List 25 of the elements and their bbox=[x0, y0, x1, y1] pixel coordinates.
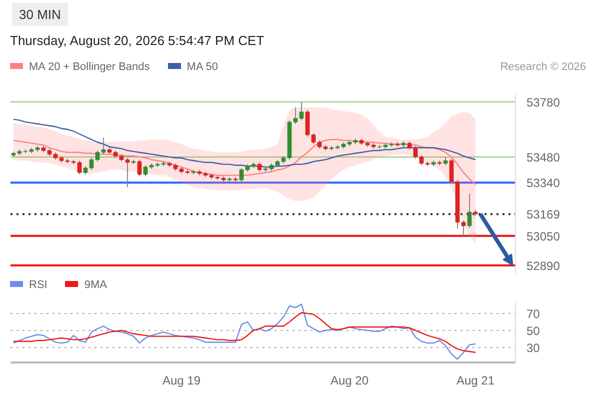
y-tick-label: 53340 bbox=[526, 176, 560, 190]
y-tick-label: 53169 bbox=[526, 208, 560, 222]
text: Research © 2026 bbox=[500, 60, 586, 75]
legend-label: MA 50 bbox=[186, 61, 218, 73]
candlestick bbox=[467, 193, 472, 228]
x-tick-label: Aug 20 bbox=[330, 374, 369, 388]
y-tick-label: 53780 bbox=[526, 95, 560, 110]
x-tick-label: Aug 19 bbox=[162, 374, 201, 388]
text: 30 MIN bbox=[12, 3, 68, 26]
y-tick-label: 53050 bbox=[526, 229, 560, 244]
y-tick-label: 70 bbox=[526, 306, 540, 321]
legend-label: 9MA bbox=[84, 279, 107, 291]
legend-label: MA 20 + Bollinger Bands bbox=[29, 61, 150, 73]
line-series bbox=[12, 304, 476, 360]
legend-label: RSI bbox=[29, 279, 48, 291]
line-series bbox=[12, 138, 476, 186]
chart-subtitle: Thursday, August 20, 2026 5:54:47 PM CET bbox=[9, 32, 264, 50]
y-tick-label: 53480 bbox=[526, 150, 560, 164]
y-tick-label: 30 bbox=[526, 340, 540, 355]
candlestick bbox=[257, 162, 262, 172]
line-series bbox=[12, 312, 476, 353]
y-tick-label: 50 bbox=[526, 324, 540, 338]
x-tick-label: Aug 21 bbox=[456, 374, 495, 388]
candlestick bbox=[137, 159, 142, 177]
y-tick-label: 52890 bbox=[526, 258, 560, 273]
